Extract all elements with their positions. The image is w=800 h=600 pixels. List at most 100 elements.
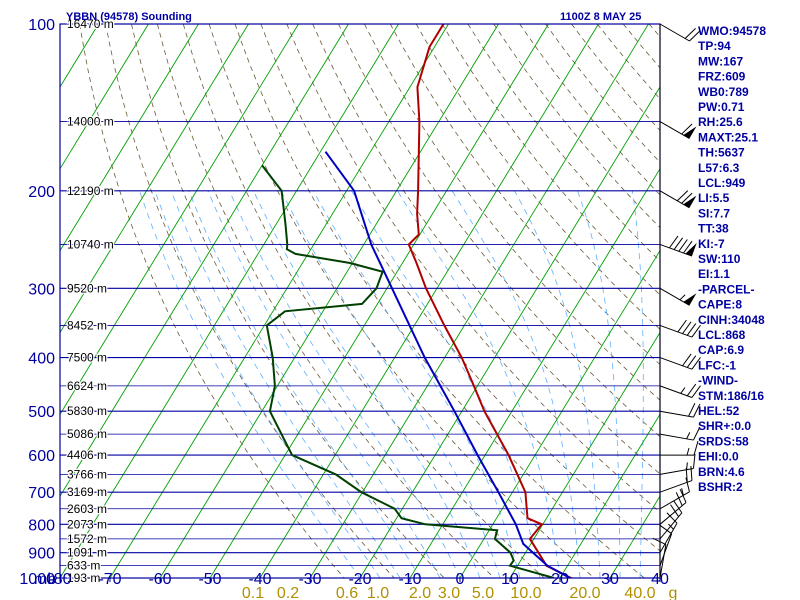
stat-line: BRN:4.6 xyxy=(698,465,745,479)
stat-line: KI:-7 xyxy=(698,237,725,251)
pressure-tick-label: 600 xyxy=(28,448,55,465)
barb-flag xyxy=(686,323,697,336)
barb-half-flag xyxy=(668,523,674,530)
barb-staff xyxy=(659,243,693,257)
dry-adiabat xyxy=(157,24,495,578)
height-label: 1572 m xyxy=(67,532,107,546)
stat-line: MW:167 xyxy=(698,54,743,68)
barb-staff xyxy=(659,385,693,398)
barb-flag xyxy=(679,488,687,503)
temperature-tick-label: -50 xyxy=(198,571,221,588)
temperature-tick-label: 20 xyxy=(551,571,569,588)
wind-barbs-column xyxy=(652,23,701,579)
barb-flag xyxy=(677,319,687,333)
height-label: 3766 m xyxy=(67,467,107,481)
stat-line: TP:94 xyxy=(698,39,731,53)
pressure-tick-label: 700 xyxy=(28,485,55,502)
wind-barb xyxy=(659,477,690,510)
wind-barb xyxy=(659,488,687,525)
temperature-tick-label: -60 xyxy=(148,571,171,588)
barb-flag xyxy=(681,192,693,204)
stat-line: SW:110 xyxy=(698,252,741,266)
stat-line: WB0:789 xyxy=(698,85,749,99)
moist-adiabat xyxy=(170,190,401,578)
mixing-ratio-label: 5.0 xyxy=(472,585,494,600)
barb-flag xyxy=(693,426,701,441)
isotherm xyxy=(60,24,349,498)
wind-barb xyxy=(659,235,697,257)
stat-line: PW:0.71 xyxy=(698,100,745,114)
isotherm xyxy=(60,24,149,170)
isotherm xyxy=(559,413,660,578)
barb-flag xyxy=(670,504,680,517)
stat-line: LCL:949 xyxy=(698,176,746,190)
temperature-tick-label: -30 xyxy=(298,571,321,588)
mixing-ratio-label: 2.0 xyxy=(409,585,431,600)
barb-pennant xyxy=(683,195,697,208)
barb-half-flag xyxy=(686,432,691,440)
stat-line: RH:25.6 xyxy=(698,115,743,129)
stat-line: SI:7.7 xyxy=(698,206,730,220)
stat-line: STM:186/16 xyxy=(698,389,764,403)
pressure-tick-label: 400 xyxy=(28,351,55,368)
wind-barb xyxy=(659,287,697,306)
pressure-tick-label: 900 xyxy=(28,546,55,563)
moist-adiabat xyxy=(188,190,421,578)
barb-flag xyxy=(673,500,683,514)
barb-flag xyxy=(691,357,701,370)
wind-barb xyxy=(659,402,701,418)
mixing-ratio-label: 1.0 xyxy=(367,585,389,600)
barb-staff xyxy=(659,121,690,139)
dewpoint-line xyxy=(261,164,555,578)
barb-flag xyxy=(652,537,667,545)
stat-line: TH:5637 xyxy=(698,146,745,160)
stat-line: LI:5.5 xyxy=(698,191,730,205)
observation-time: 1100Z 8 MAY 25 xyxy=(560,11,641,23)
stat-line: EHI:0.0 xyxy=(698,450,739,464)
x-unit-label: mb xyxy=(34,571,56,588)
moist-adiabat xyxy=(253,190,481,578)
mixing-ratio-label: 0.1 xyxy=(242,585,264,600)
barb-pennant xyxy=(683,293,697,306)
barb-staff xyxy=(659,522,678,553)
barb-staff xyxy=(659,512,683,540)
wind-barb xyxy=(659,319,701,338)
stat-line: TT:38 xyxy=(698,222,729,236)
moist-adiabat xyxy=(229,190,461,578)
moist-adiabat xyxy=(514,190,601,578)
barb-staff xyxy=(659,324,693,338)
isotherm xyxy=(159,24,499,578)
wind-barb xyxy=(659,383,701,398)
stat-line: BSHR:2 xyxy=(698,480,743,494)
wind-barb xyxy=(659,453,696,475)
height-label: 10740 m xyxy=(67,237,114,251)
wind-barb xyxy=(659,190,697,209)
isotherm xyxy=(60,24,299,416)
background-grid xyxy=(60,24,660,578)
barb-staff xyxy=(659,23,690,42)
barb-half-flag xyxy=(679,294,686,301)
stat-line: -PARCEL- xyxy=(698,282,754,296)
temperature-tick-label: -70 xyxy=(98,571,121,588)
barb-flag xyxy=(688,402,696,417)
pressure-tick-label: 800 xyxy=(28,517,55,534)
barb-staff xyxy=(659,533,673,566)
mixing-ratio-label: 0.6 xyxy=(336,585,358,600)
moist-adiabat xyxy=(139,190,361,578)
height-label: 5830 m xyxy=(67,404,107,418)
barb-flag xyxy=(675,492,683,506)
barb-pennant xyxy=(685,242,697,257)
height-label: 2603 m xyxy=(67,502,107,516)
dry-adiabat xyxy=(493,24,660,229)
temperature-line xyxy=(407,24,574,578)
plot-border xyxy=(59,23,661,579)
isotherm xyxy=(60,24,399,578)
barb-flag xyxy=(691,324,701,338)
sounding-traces xyxy=(261,24,574,578)
dry-adiabat xyxy=(467,24,660,262)
barb-flag xyxy=(682,321,692,334)
moist-adiabat xyxy=(313,190,521,578)
